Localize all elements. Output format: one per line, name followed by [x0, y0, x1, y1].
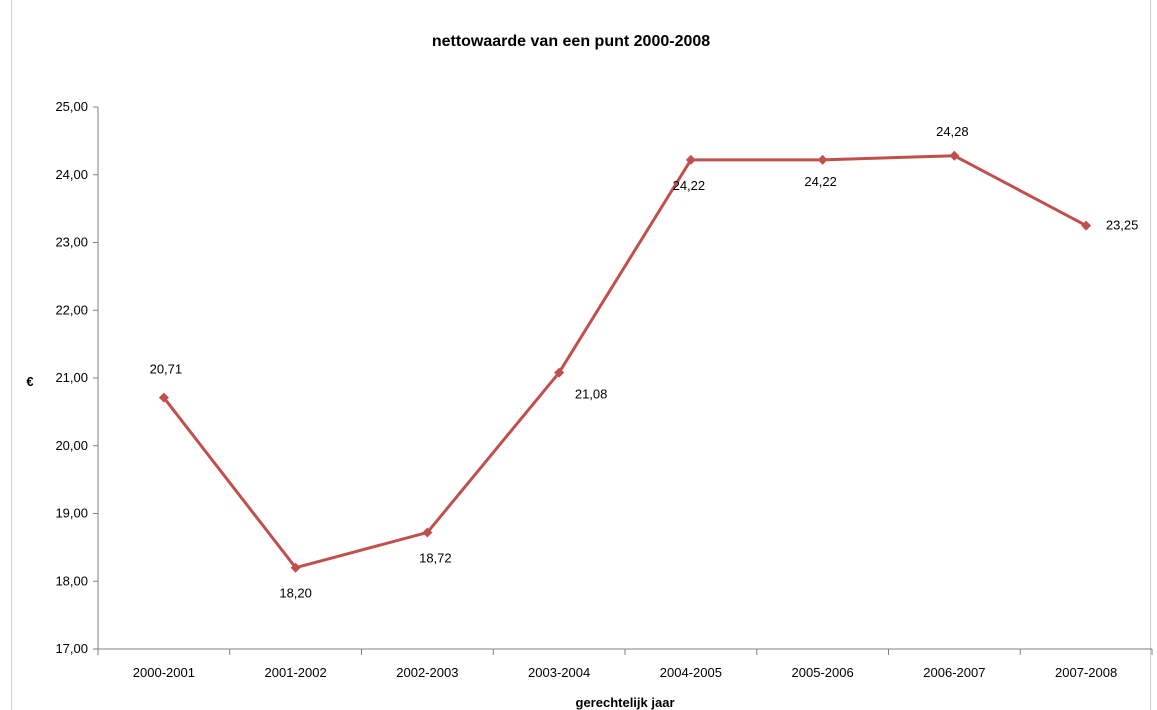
x-tick-label: 2004-2005: [660, 665, 722, 680]
series-line: 20,71 18,20 18,72 21,08 24,22 24,22 24,28 23,25: [150, 124, 1139, 601]
data-label: 23,25: [1106, 218, 1139, 233]
x-axis-title: gerechtelijk jaar: [576, 695, 675, 710]
x-tick-label: 2003-2004: [528, 665, 590, 680]
data-label: 18,20: [279, 586, 312, 601]
data-point-marker: [422, 527, 433, 538]
data-label: 24,22: [673, 178, 706, 193]
data-label: 24,22: [804, 174, 837, 189]
x-tick-label: 2002-2003: [396, 665, 458, 680]
data-point-marker: [290, 562, 301, 573]
y-tick-label: 25,00: [55, 99, 88, 114]
data-label: 18,72: [419, 550, 452, 565]
y-tick-label: 20,00: [55, 438, 88, 453]
data-point-marker: [554, 367, 565, 378]
x-tick-label: 2005-2006: [792, 665, 854, 680]
axes: 17,00 18,00 19,00 20,00 21,00 22,00 23,00 24,00…: [55, 99, 1153, 680]
x-tick-label: 2000-2001: [133, 665, 195, 680]
data-label: 20,71: [150, 362, 183, 377]
y-tick-label: 19,00: [55, 506, 88, 521]
y-tick-label: 17,00: [55, 641, 88, 656]
y-axis-title: €: [26, 374, 33, 389]
data-point-marker: [685, 154, 696, 165]
y-tick-label: 23,00: [55, 235, 88, 250]
chart-title: nettowaarde van een punt 2000-2008: [432, 33, 710, 50]
data-label: 21,08: [575, 387, 608, 402]
x-tick-label: 2006-2007: [923, 665, 985, 680]
data-label: 24,28: [936, 124, 969, 139]
x-tick-label: 2001-2002: [265, 665, 327, 680]
y-tick-label: 24,00: [55, 167, 88, 182]
data-point-marker: [1081, 220, 1092, 231]
y-tick-label: 18,00: [55, 573, 88, 588]
y-tick-label: 21,00: [55, 370, 88, 385]
data-point-marker: [949, 150, 960, 161]
x-tick-label: 2007-2008: [1055, 665, 1117, 680]
data-point-marker: [158, 392, 169, 403]
chart-frame: [11, 0, 1151, 710]
data-point-marker: [817, 154, 828, 165]
series-polyline: [162, 154, 1087, 570]
y-tick-label: 22,00: [55, 302, 88, 317]
